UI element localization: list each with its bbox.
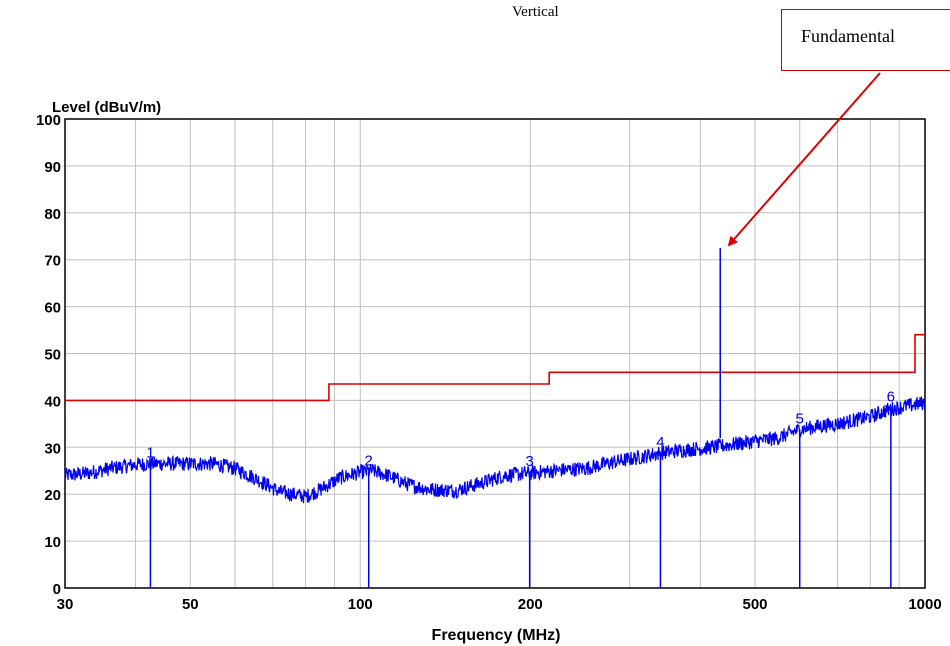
x-tick-label: 30 [57, 596, 74, 613]
y-tick-label: 0 [53, 581, 61, 598]
trace-path [64, 396, 926, 504]
polarization-label: Vertical [512, 4, 559, 20]
y-tick-label: 70 [44, 253, 61, 270]
y-tick-label: 20 [44, 487, 61, 504]
limit-line-path [65, 333, 925, 402]
y-tick-label: 100 [36, 112, 61, 129]
fundamental-callout: Fundamental [781, 9, 950, 71]
plot-frame [64, 118, 926, 589]
y-tick-label: 40 [44, 393, 61, 410]
x-tick-label: 100 [348, 596, 373, 613]
y-axis-title: Level (dBuV/m) [52, 99, 161, 116]
grid-layer [64, 118, 926, 589]
x-tick-label: 500 [742, 596, 767, 613]
y-tick-label: 30 [44, 440, 61, 457]
marker-label: 1 [146, 445, 154, 462]
limit-line [65, 333, 925, 402]
x-axis-title: Frequency (MHz) [432, 627, 561, 644]
marker-label: 4 [656, 434, 664, 451]
y-tick-label: 90 [44, 159, 61, 176]
callout-arrow [727, 72, 881, 247]
x-tick-label: 1000 [908, 596, 941, 613]
marker-layer: 1 2 3 4 5 6 [146, 247, 895, 588]
y-tick-label: 50 [44, 347, 61, 364]
x-tick-label: 200 [518, 596, 543, 613]
marker-label: 5 [796, 410, 804, 427]
y-tick-label: 80 [44, 206, 61, 223]
y-tick-label: 10 [44, 534, 61, 551]
marker-label: 6 [887, 388, 895, 405]
marker-label: 3 [525, 453, 533, 470]
axis-layer: Level (dBuV/m) Frequency (MHz) 0 10 20 30 40… [36, 99, 942, 644]
y-tick-label: 60 [44, 300, 61, 317]
emission-trace [64, 396, 926, 504]
x-tick-label: 50 [182, 596, 199, 613]
marker-label: 2 [365, 453, 373, 470]
